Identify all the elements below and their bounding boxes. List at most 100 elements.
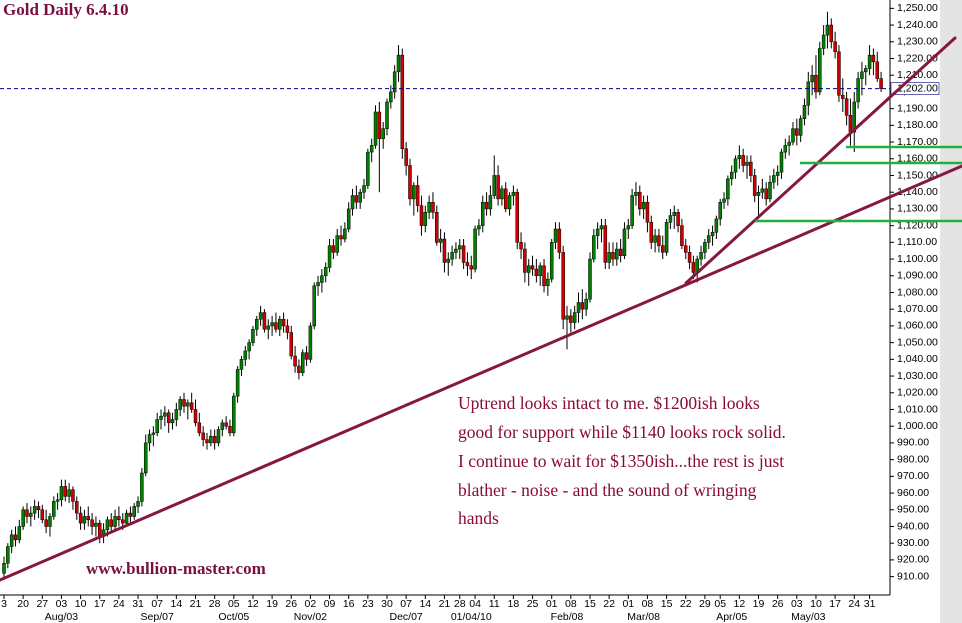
candle-body	[461, 245, 466, 263]
y-tick-label: 1,040.00	[897, 353, 938, 365]
x-tick-label: 28	[454, 598, 466, 610]
candle-body	[496, 175, 500, 200]
candle-body	[159, 415, 163, 420]
x-tick-label: 14	[419, 598, 431, 610]
candle-body	[814, 74, 818, 93]
y-tick-label: 1,130.00	[897, 203, 938, 215]
candle-body	[143, 442, 148, 474]
candle-body	[572, 312, 577, 323]
candle-body	[768, 181, 772, 200]
month-label: Sep/07	[141, 611, 174, 623]
candle-body	[825, 24, 830, 36]
candle-body	[798, 118, 803, 136]
candle-body	[350, 195, 355, 210]
candle-body	[542, 265, 546, 287]
candle-body	[94, 522, 98, 527]
candle-body	[381, 128, 385, 139]
candle-body	[120, 519, 125, 524]
candle-body	[687, 252, 692, 263]
y-tick-label: 1,070.00	[897, 303, 938, 315]
candle-body	[756, 191, 761, 196]
candle-body	[664, 222, 669, 253]
candle-body	[641, 201, 646, 210]
candle-body	[423, 212, 428, 226]
candle-body	[431, 201, 435, 213]
candle-body	[427, 201, 431, 213]
candle-body	[638, 191, 642, 210]
candle-body	[354, 195, 359, 203]
candle-body	[209, 435, 213, 444]
annotation-line: good for support while $1140 looks rock …	[458, 422, 786, 442]
candle-body	[297, 365, 301, 373]
candle-body	[385, 101, 389, 129]
candle-body	[358, 191, 362, 203]
candle-body	[764, 188, 768, 200]
x-tick-label: 15	[661, 598, 673, 610]
candle-body	[304, 352, 309, 360]
x-tick-label: 26	[285, 598, 297, 610]
candle-body	[760, 188, 765, 193]
candle-body	[599, 225, 604, 230]
candle-body	[224, 422, 228, 427]
y-tick-label: 910.00	[897, 570, 929, 582]
candle-body	[400, 54, 405, 149]
candle-body	[232, 395, 236, 434]
candle-body	[588, 258, 592, 300]
candle-body	[718, 201, 722, 220]
candle-body	[519, 242, 523, 250]
candle-body	[339, 235, 343, 240]
trendlines	[0, 36, 962, 582]
x-tick-label: 23	[362, 598, 374, 610]
candle-body	[408, 165, 412, 200]
x-tick-label: 15	[584, 598, 596, 610]
candle-body	[201, 432, 205, 440]
candle-body	[683, 245, 688, 253]
candle-body	[699, 252, 703, 260]
x-tick-label: 01	[622, 598, 634, 610]
candle-body	[113, 516, 117, 527]
candle-body	[580, 302, 585, 310]
candle-body	[833, 41, 837, 53]
x-tick-label: 3	[1, 598, 7, 610]
candle-body	[611, 252, 615, 260]
candle-body	[603, 225, 608, 263]
candle-body	[59, 486, 64, 500]
candle-body	[576, 302, 581, 313]
candle-body	[128, 512, 133, 517]
candle-body	[561, 252, 565, 320]
annotation-line: Uptrend looks intact to me. $1200ish loo…	[458, 393, 760, 413]
month-label: Dec/07	[390, 611, 423, 623]
candle-body	[752, 175, 757, 196]
candle-body	[787, 141, 791, 146]
candle-body	[879, 78, 883, 89]
candle-body	[802, 105, 807, 119]
candle-body	[281, 318, 286, 327]
y-tick-label: 940.00	[897, 520, 929, 532]
candle-body	[649, 222, 654, 243]
candle-body	[538, 265, 542, 277]
candle-body	[163, 412, 167, 417]
annotation: Uptrend looks intact to me. $1200ish loo…	[458, 393, 786, 528]
y-tick-label: 1,210.00	[897, 69, 938, 81]
candle-body	[676, 212, 680, 226]
y-tick-label: 990.00	[897, 437, 929, 449]
candle-body	[13, 534, 18, 541]
candle-body	[549, 242, 554, 280]
candle-body	[285, 325, 290, 333]
x-tick-label: 30	[381, 598, 393, 610]
candle-body	[343, 228, 347, 240]
candle-body	[565, 315, 569, 320]
candle-body	[779, 151, 784, 173]
x-tick-label: 20	[17, 598, 29, 610]
candle-body	[860, 71, 864, 79]
annotation-line: blather - noise - and the sound of wring…	[458, 480, 757, 500]
y-tick-label: 1,090.00	[897, 270, 938, 282]
candle-body	[595, 228, 600, 236]
candle-body	[243, 350, 248, 360]
candle-body	[404, 148, 408, 166]
candle-body	[235, 369, 240, 397]
candle-body	[186, 402, 190, 407]
candle-body	[841, 95, 845, 99]
candle-body	[36, 506, 41, 511]
